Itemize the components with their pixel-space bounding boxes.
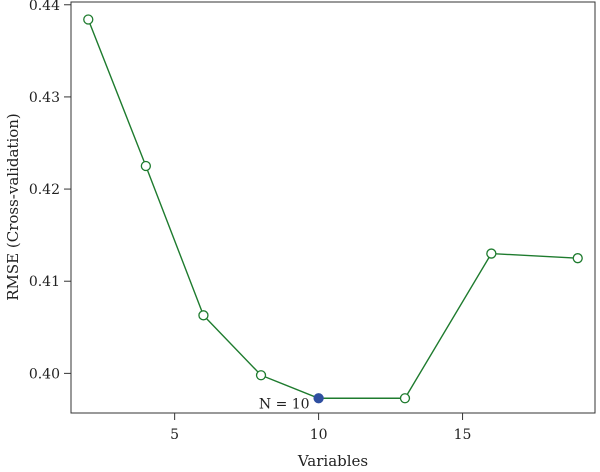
data-point bbox=[83, 14, 94, 25]
x-tick-label: 15 bbox=[454, 427, 472, 443]
data-point bbox=[572, 253, 583, 264]
y-tick-label: 0.41 bbox=[29, 274, 60, 290]
y-tick-label: 0.42 bbox=[29, 182, 60, 198]
x-axis-label: Variables bbox=[297, 452, 368, 470]
data-point bbox=[255, 370, 267, 381]
x-tick-label: 5 bbox=[170, 427, 179, 443]
data-point bbox=[140, 160, 152, 172]
x-tick-label: 10 bbox=[310, 427, 328, 443]
data-point bbox=[399, 393, 411, 404]
series-line bbox=[87, 19, 578, 399]
y-tick-label: 0.40 bbox=[29, 366, 60, 382]
y-axis-label: RMSE (Cross-validation) bbox=[4, 113, 22, 301]
series-layer bbox=[83, 14, 583, 404]
highlighted-point bbox=[313, 393, 324, 404]
plot-frame bbox=[70, 1, 596, 414]
n-annotation: N = 10 bbox=[259, 396, 310, 412]
data-point bbox=[486, 248, 497, 259]
x-axis-ticks: 5 10 15 bbox=[170, 413, 471, 443]
y-tick-label: 0.43 bbox=[29, 90, 60, 106]
y-axis-ticks: 0.40 0.41 0.42 0.43 0.44 bbox=[29, 0, 71, 382]
data-point bbox=[198, 310, 209, 321]
y-tick-label: 0.44 bbox=[29, 0, 60, 14]
